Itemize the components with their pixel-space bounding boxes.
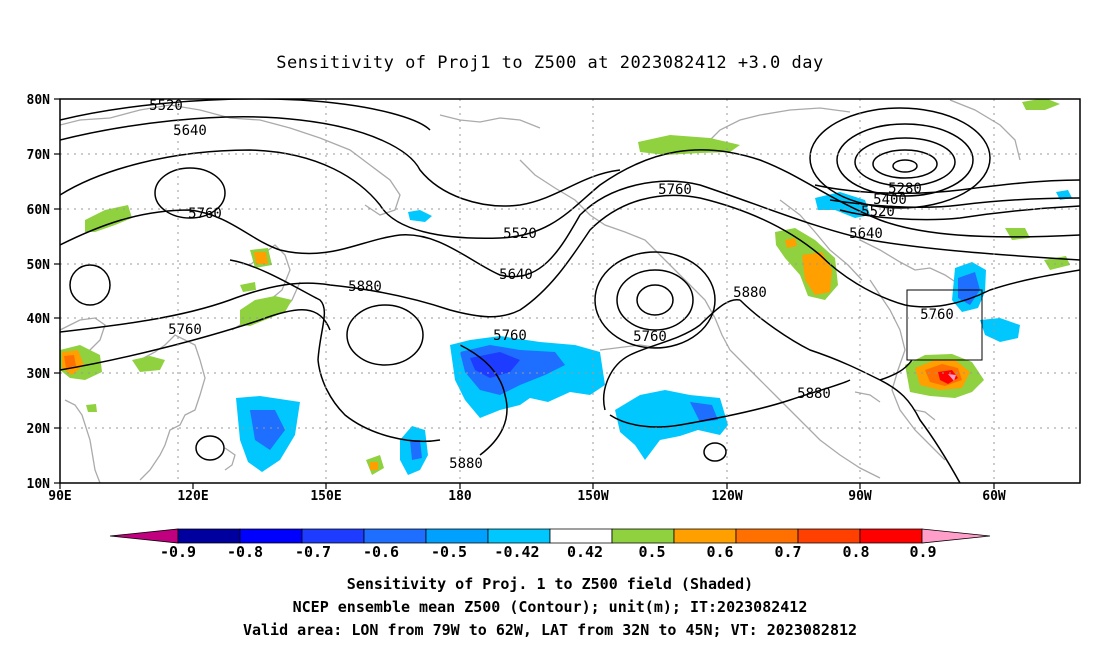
contour-label: 5760 <box>493 328 527 344</box>
contour-label: 5880 <box>449 456 483 472</box>
colorbar-tick-label: -0.5 <box>431 543 467 561</box>
colorbar-tick-labels: -0.9 -0.8 -0.7 -0.6 -0.5 -0.42 0.42 0.5 … <box>160 543 937 561</box>
map-frame <box>59 98 1081 484</box>
contour-label: 5880 <box>733 285 767 301</box>
colorbar-swatch <box>611 528 675 544</box>
contour-label: 5640 <box>173 123 207 139</box>
colorbar <box>109 528 991 544</box>
colorbar-tick-label: 0.7 <box>774 543 801 561</box>
map-panel: 5520 5640 5760 5520 5640 5880 5760 5760 … <box>27 93 1081 504</box>
map-title: Sensitivity of Proj1 to Z500 at 20230824… <box>276 53 823 73</box>
colorbar-tick-label: -0.7 <box>295 543 331 561</box>
contour-label: 5520 <box>503 226 537 242</box>
colorbar-tick-label: 0.5 <box>638 543 665 561</box>
lat-label: 30N <box>27 367 51 382</box>
colorbar-swatch <box>921 528 991 544</box>
colorbar-swatch <box>735 528 799 544</box>
lon-label: 90E <box>48 489 71 504</box>
contour-label: 5400 <box>873 192 907 208</box>
contour-label: 5760 <box>633 329 667 345</box>
contour-label: 5760 <box>168 322 202 338</box>
colorbar-tick-label: -0.9 <box>160 543 196 561</box>
lon-label: 150W <box>577 489 608 504</box>
contour-label: 5880 <box>348 279 382 295</box>
colorbar-tick-label: -0.42 <box>494 543 539 561</box>
gridlines <box>60 99 1080 483</box>
lon-label: 90W <box>848 489 872 504</box>
contour-label: 5760 <box>920 307 954 323</box>
lon-label: 120E <box>177 489 208 504</box>
colorbar-tick-label: 0.8 <box>842 543 869 561</box>
lon-label: 180 <box>448 489 472 504</box>
lat-label: 20N <box>27 422 51 437</box>
colorbar-swatch <box>109 528 179 544</box>
colorbar-tick-label: 0.6 <box>706 543 733 561</box>
coastlines <box>60 99 1021 483</box>
lat-label: 60N <box>27 203 51 218</box>
lon-label: 120W <box>711 489 742 504</box>
contour-label: 5760 <box>658 182 692 198</box>
z500-contours <box>60 99 1080 483</box>
caption-line-2: NCEP ensemble mean Z500 (Contour); unit(… <box>293 598 808 616</box>
contour-label: 5280 <box>888 181 922 197</box>
colorbar-swatch <box>673 528 737 544</box>
contour-label: 5640 <box>849 226 883 242</box>
lon-label: 150E <box>310 489 341 504</box>
colorbar-swatch <box>363 528 427 544</box>
lat-label: 10N <box>27 477 51 492</box>
colorbar-swatch <box>859 528 923 544</box>
colorbar-swatch <box>177 528 241 544</box>
contour-label: 5880 <box>797 386 831 402</box>
contour-label: 5760 <box>188 206 222 222</box>
contour-label: 5520 <box>149 98 183 114</box>
colorbar-swatch <box>239 528 303 544</box>
lat-label: 70N <box>27 148 51 163</box>
contour-labels: 5520 5640 5760 5520 5640 5880 5760 5760 … <box>149 98 954 472</box>
colorbar-swatch <box>425 528 489 544</box>
caption-line-3: Valid area: LON from 79W to 62W, LAT fro… <box>243 621 857 639</box>
colorbar-tick-label: 0.42 <box>567 543 603 561</box>
colorbar-tick-label: 0.9 <box>909 543 936 561</box>
colorbar-swatch <box>487 528 551 544</box>
contour-label: 5520 <box>861 204 895 220</box>
lat-label: 50N <box>27 258 51 273</box>
colorbar-tick-label: -0.6 <box>363 543 399 561</box>
shaded-sensitivity <box>60 99 1072 475</box>
lon-label: 60W <box>982 489 1006 504</box>
colorbar-swatch <box>301 528 365 544</box>
colorbar-swatch <box>549 528 613 544</box>
lat-axis: 80N 70N 60N 50N 40N 30N 20N 10N <box>27 93 60 492</box>
valid-area-box <box>906 289 983 361</box>
contour-label: 5640 <box>499 267 533 283</box>
colorbar-tick-label: -0.8 <box>227 543 263 561</box>
lat-label: 80N <box>27 93 51 108</box>
caption-line-1: Sensitivity of Proj. 1 to Z500 field (Sh… <box>347 575 753 593</box>
lon-axis: 90E 120E 150E 180 150W 120W 90W 60W <box>48 483 1006 504</box>
lat-label: 40N <box>27 312 51 327</box>
colorbar-swatch <box>797 528 861 544</box>
